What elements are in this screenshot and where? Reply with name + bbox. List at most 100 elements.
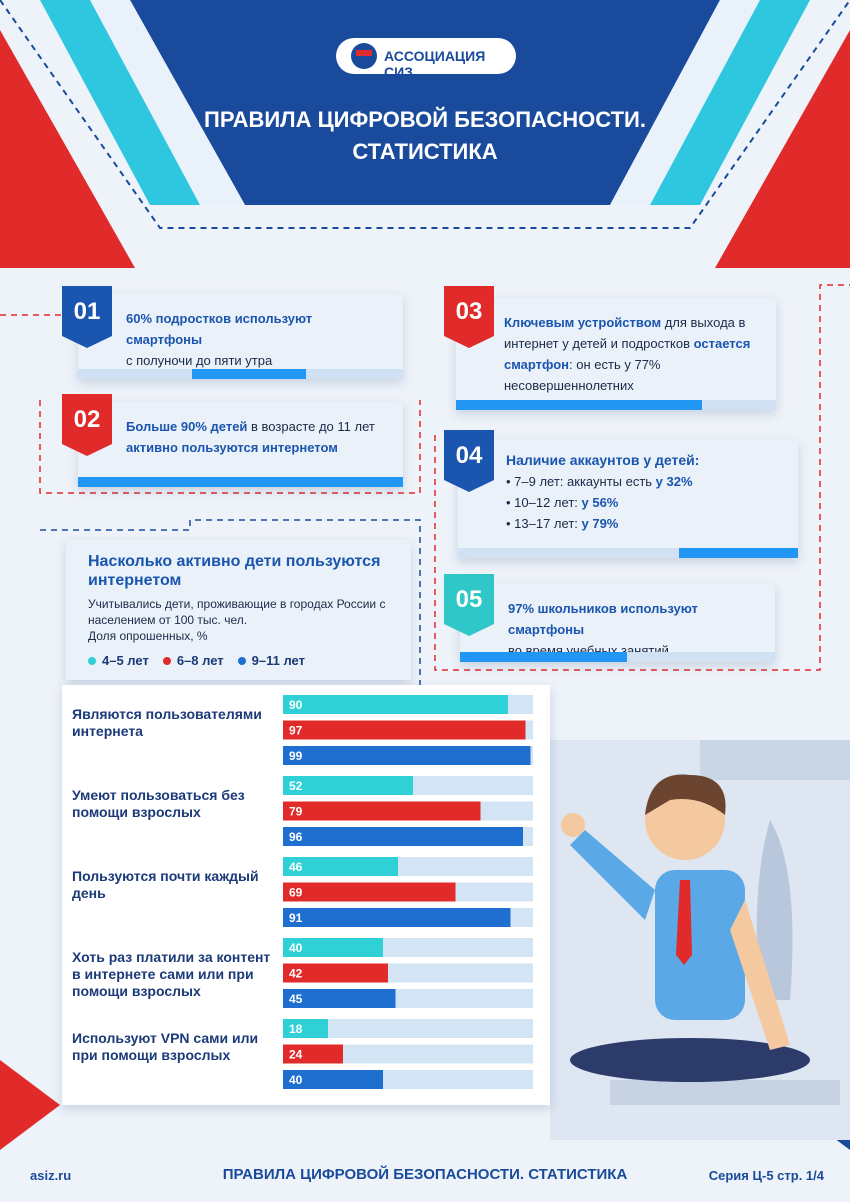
card-bar: [78, 369, 403, 379]
legend: 4–5 лет 6–8 лет 9–11 лет: [88, 650, 391, 671]
card-bar: [458, 548, 798, 558]
bar: [283, 1044, 343, 1064]
legend-label: 9–11 лет: [251, 653, 305, 668]
badge: 01: [62, 286, 112, 348]
card-bar: [78, 477, 403, 487]
org-name: АССОЦИАЦИЯ СИЗ: [384, 48, 486, 80]
chart-header: Насколько активно дети пользуются интерн…: [66, 540, 411, 680]
legend-item: 4–5 лет: [88, 653, 149, 668]
legend-label: 6–8 лет: [176, 653, 224, 668]
badge: 02: [62, 394, 112, 456]
bar: [283, 695, 508, 714]
bar: [283, 720, 526, 740]
value-label: 18: [289, 1022, 303, 1036]
fact-item: • 7–9 лет: аккаунты есть у 32%: [506, 474, 693, 489]
bar: [283, 938, 383, 957]
badge: 04: [444, 430, 494, 492]
legend-dot: [162, 657, 171, 665]
category-label: Хоть раз платили за контент в интернете …: [72, 949, 271, 999]
value-label: 97: [289, 724, 303, 738]
value-label: 96: [289, 830, 303, 844]
category-label: Пользуются почти каждый день: [72, 868, 259, 901]
org-pill: АССОЦИАЦИЯ СИЗ: [336, 38, 516, 80]
fact-card: Ключевым устройством для выхода в интерн…: [456, 298, 776, 410]
fact-text: в возрасте до 11 лет: [247, 419, 375, 434]
value-label: 52: [289, 779, 303, 793]
badge: 03: [444, 286, 494, 348]
value-label: 24: [289, 1048, 303, 1062]
value-label: 99: [289, 749, 303, 763]
bar: [283, 908, 511, 927]
title-line: ПРАВИЛА ЦИФРОВОЙ БЕЗОПАСНОСТИ.: [204, 107, 646, 132]
fact-accent: у 79%: [581, 516, 619, 531]
bar: [283, 989, 396, 1008]
value-label: 79: [289, 805, 303, 819]
bar: [283, 1070, 383, 1089]
bar: [283, 963, 388, 983]
value-label: 69: [289, 886, 303, 900]
chart-title: Насколько активно дети пользуются интерн…: [88, 553, 381, 589]
category-label: Используют VPN сами или при помощи взрос…: [72, 1030, 259, 1063]
value-label: 45: [289, 992, 303, 1006]
bar: [283, 1019, 328, 1038]
badge-number: 01: [73, 298, 101, 325]
fact-card: Больше 90% детей в возрасте до 11 лет ак…: [78, 402, 403, 487]
chart-panel: 90 97 99 52 79 96 46 69 91 40 42 45 18 24 40 Являются …: [62, 685, 550, 1105]
fact-text: 7–9 лет: аккаунты есть: [514, 474, 656, 489]
footer-site: asiz.ru: [30, 1168, 72, 1183]
value-label: 46: [289, 860, 303, 874]
legend-dot: [237, 657, 246, 665]
bar: [283, 827, 523, 846]
badge-number: 05: [455, 586, 483, 613]
bar-track: [283, 1019, 533, 1038]
footer-title: ПРАВИЛА ЦИФРОВОЙ БЕЗОПАСНОСТИ. СТАТИСТИК…: [222, 1166, 628, 1183]
bar: [283, 776, 413, 795]
title-line: СТАТИСТИКА: [352, 139, 498, 164]
legend-label: 4–5 лет: [102, 653, 149, 668]
fact-accent: у 56%: [581, 495, 619, 510]
fact-accent: у 32%: [655, 474, 693, 489]
bar: [283, 746, 531, 765]
value-label: 40: [289, 1073, 303, 1087]
badge-number: 02: [73, 406, 101, 433]
badge: 05: [444, 574, 494, 636]
bar: [283, 857, 398, 876]
bar: [283, 882, 456, 902]
fact-card: 60% подростков используют смартфоны с по…: [78, 294, 403, 379]
fact-accent: остается смартфон: [504, 336, 751, 372]
value-label: 42: [289, 967, 303, 981]
category-label: Умеют пользоваться без помощи взрослых: [72, 787, 245, 820]
legend-item: 9–11 лет: [237, 653, 305, 668]
badge-number: 04: [455, 442, 483, 469]
fact-accent: 60% подростков используют смартфоны: [126, 311, 313, 347]
fact-item: • 10–12 лет: у 56%: [506, 495, 619, 510]
title: ПРАВИЛА ЦИФРОВОЙ БЕЗОПАСНОСТИ. СТАТИСТИК…: [0, 104, 850, 168]
fact-text: 10–12 лет:: [514, 495, 582, 510]
fact-accent: Больше 90% детей: [126, 419, 248, 434]
value-label: 91: [289, 911, 303, 925]
bar-track: [283, 1044, 533, 1064]
card-bar: [456, 400, 776, 410]
fact-title: Наличие аккаунтов у детей:: [506, 452, 700, 468]
fact-text: : он есть у 77% несовершеннолетних: [504, 357, 661, 393]
chart-subtitle: Учитывались дети, проживающие в городах …: [88, 597, 386, 627]
fact-item: • 13–17 лет: у 79%: [506, 516, 619, 531]
badge-number: 03: [455, 298, 483, 325]
bar: [283, 801, 481, 821]
category-label: Являются пользователями интернета: [72, 706, 262, 739]
legend-item: 6–8 лет: [162, 653, 224, 668]
footer-series: Серия Ц-5 стр. 1/4: [708, 1168, 824, 1183]
fact-text: для выхода в интернет у детей и подростк…: [504, 315, 746, 351]
legend-dot: [88, 657, 96, 665]
value-label: 90: [289, 698, 303, 712]
fact-accent: 97% школьников используют смартфоны: [508, 601, 698, 637]
chart-note: Доля опрошенных, %: [88, 629, 208, 643]
fact-accent: активно пользуются интернетом: [126, 440, 338, 455]
value-label: 40: [289, 941, 303, 955]
fact-text: с полуночи до пяти утра: [126, 353, 273, 368]
card-bar: [460, 652, 775, 662]
fact-card: Наличие аккаунтов у детей: • 7–9 лет: ак…: [458, 440, 798, 558]
fact-card: 97% школьников используют смартфоны во в…: [460, 584, 775, 662]
